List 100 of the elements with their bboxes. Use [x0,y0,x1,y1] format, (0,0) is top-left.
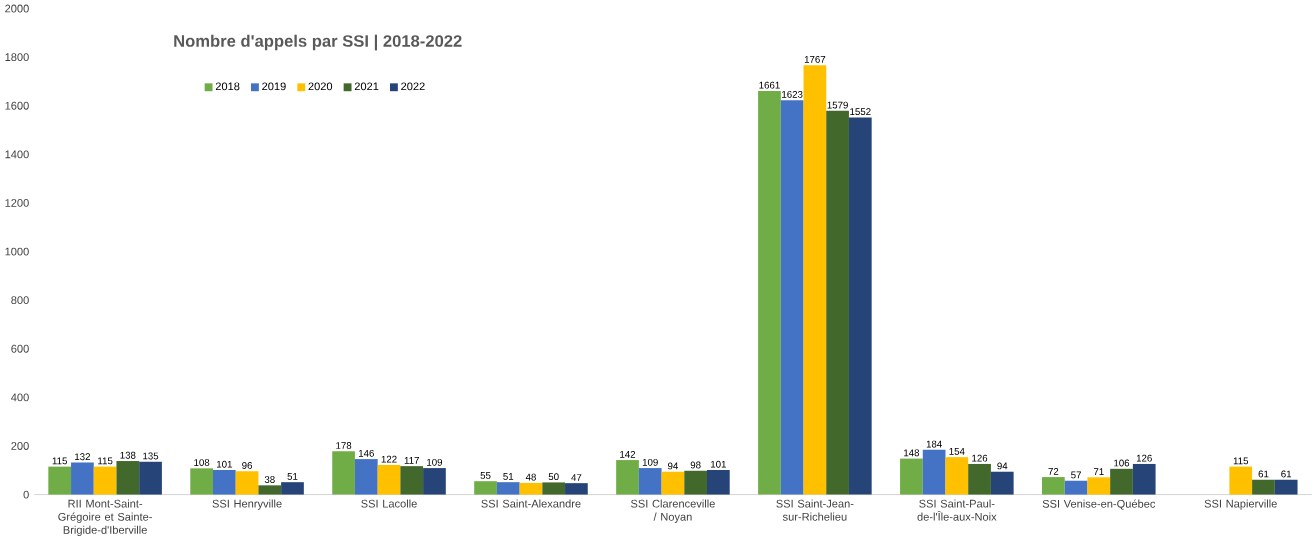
bar [474,481,497,495]
data-label: 1661 [759,81,780,89]
data-label: 48 [525,473,536,481]
data-label: 50 [548,473,559,481]
data-label: 142 [620,451,636,458]
bar [1042,477,1065,495]
y-tick-label: 0 [23,490,29,499]
bar [1252,479,1275,495]
data-label: 148 [904,449,920,457]
bar [281,482,304,495]
legend-label: 2019 [262,82,286,91]
bar [213,470,236,495]
x-tick-label: RII Mont-Saint-Grégoire et Sainte-Brigide-d'Iberville [58,499,152,537]
data-label: 138 [120,451,136,459]
bar [684,470,707,495]
bar [190,468,213,495]
bar [496,482,520,495]
data-label: 117 [404,457,419,464]
y-tick-label: 800 [11,296,29,305]
bar [377,465,401,495]
bar [354,459,378,495]
bar [638,468,662,495]
x-tick-label: SSI Saint-Paul-de-l'Île-aux-Noix [917,499,997,521]
data-label: 101 [217,460,232,468]
y-tick-label: 2000 [5,4,29,13]
bar [900,458,923,495]
bar [1064,480,1088,495]
bar [139,461,162,495]
bar [848,117,872,495]
bar [423,468,446,495]
text: Nombre d'appels par SSI | 2018-2022 [174,34,462,51]
data-label: 146 [358,450,374,457]
data-label: 1767 [804,56,826,63]
bar [780,100,804,495]
x-tick-label: SSI Henryville [212,499,282,510]
bar [542,482,566,495]
data-label: 126 [1136,454,1152,462]
data-label: 51 [503,473,514,480]
bar [803,65,827,495]
data-label: 115 [52,457,67,465]
bar [616,460,639,495]
bar [400,466,424,495]
legend-label: 2021 [354,82,379,91]
data-label: 94 [997,462,1008,470]
bar [1229,466,1253,495]
bar [1110,468,1133,495]
bar [661,471,685,495]
data-label: 1579 [827,101,848,109]
data-label: 115 [1233,457,1249,465]
x-tick-label: SSI Lacolle [361,499,417,508]
y-tick-label: 400 [11,393,29,402]
bar [93,466,117,495]
bar [826,110,849,495]
data-label: 132 [75,453,90,461]
bar [758,91,781,495]
x-tick-label: SSI Saint-Jean-sur-Richelieu [776,499,854,521]
bar [116,461,140,495]
data-label: 1623 [782,91,803,98]
data-label: 135 [143,452,159,460]
data-label: 122 [381,455,397,463]
data-label: 98 [690,461,701,469]
data-label: 61 [1258,470,1269,478]
data-label: 38 [264,476,275,484]
data-label: 55 [480,472,491,479]
bar [565,483,588,495]
data-label: 178 [336,442,352,450]
bar [519,483,543,495]
x-tick-label: SSI Clarenceville / Noyan [630,499,715,524]
bar [968,464,991,495]
bar [707,470,730,495]
data-label: 154 [949,448,965,455]
y-tick-label: 1400 [5,150,29,159]
bar [258,485,282,495]
bar [71,462,94,495]
data-label: 109 [642,459,658,466]
data-label: 108 [194,459,210,467]
y-tick-label: 1200 [5,199,29,208]
data-label: 47 [571,474,582,481]
bar [1132,464,1156,495]
legend-label: 2018 [215,82,240,91]
bar [945,457,969,495]
data-label: 71 [1093,468,1104,476]
y-tick-label: 1600 [5,101,29,110]
data-label: 61 [1281,470,1292,478]
bar [235,471,259,495]
data-label: 1552 [850,108,871,116]
data-label: 115 [98,457,113,465]
x-tick-label: SSI Saint-Alexandre [481,499,581,508]
data-label: 109 [427,459,443,466]
legend-label: 2020 [308,82,333,91]
bar [332,451,355,495]
bar [922,450,946,495]
bar [48,466,72,495]
data-label: 106 [1114,459,1130,467]
data-label: 94 [668,462,679,470]
y-tick-label: 1800 [5,53,29,62]
data-label: 51 [287,473,298,480]
data-label: 126 [972,454,988,462]
data-label: 101 [711,460,726,468]
legend-label: 2022 [401,82,425,91]
